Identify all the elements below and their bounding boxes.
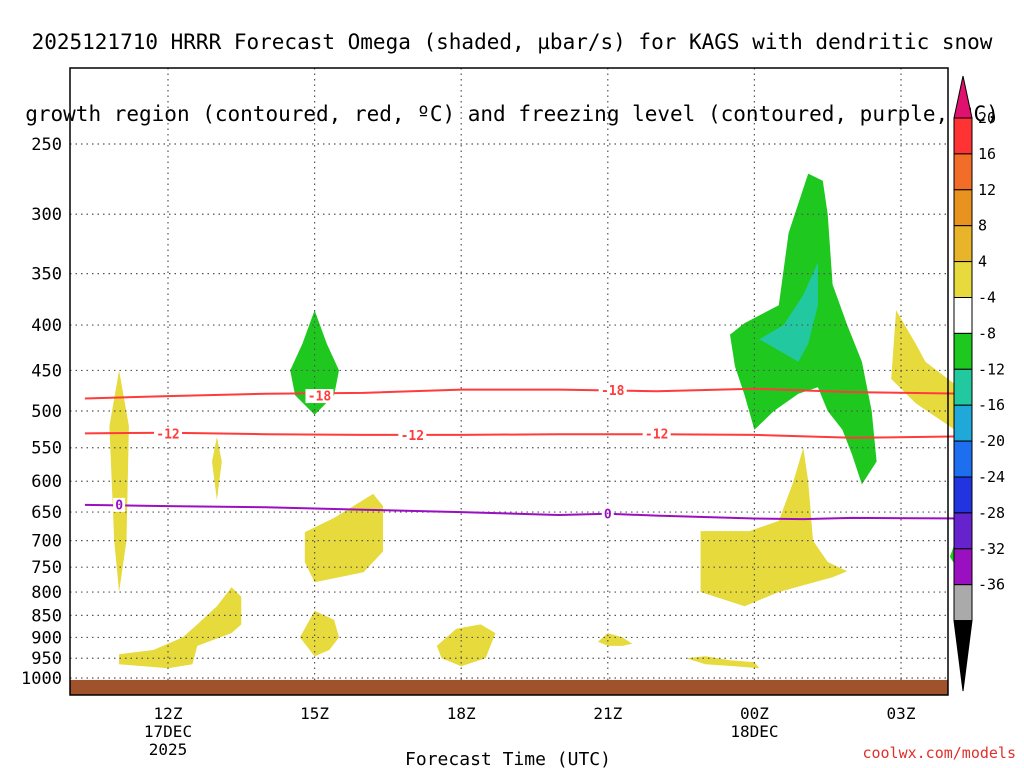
- omega-region-9: [700, 447, 848, 607]
- surface-ground-bar: [70, 679, 948, 695]
- omega-region-2: [212, 437, 222, 500]
- colorbar-label-1: 20: [978, 109, 996, 127]
- omega-region-7: [598, 633, 633, 646]
- y-tick-700: 700: [31, 532, 62, 552]
- colorbar-label-13: -32: [978, 540, 1005, 558]
- omega-region-6: [436, 624, 496, 667]
- colorbar-swatch-14: [953, 584, 973, 622]
- y-tick-850: 850: [31, 606, 62, 626]
- colorbar-swatch-12: [953, 512, 973, 550]
- colorbar-swatch-1: [953, 117, 973, 155]
- y-tick-950: 950: [31, 649, 62, 669]
- omega-region-10: [891, 310, 970, 445]
- y-tick-250: 250: [31, 135, 62, 155]
- contour-line-2: [84, 431, 970, 439]
- colorbar-swatch-6: [953, 297, 973, 334]
- contour-label-1-1: -18: [308, 390, 332, 405]
- chart-title: 2025121710 HRRR Forecast Omega (shaded, …: [0, 6, 1024, 126]
- colorbar-swatch-11: [953, 476, 973, 514]
- colorbar-label-5: 4: [978, 253, 987, 271]
- contour-label-bg: [601, 506, 614, 521]
- y-tick-650: 650: [31, 503, 62, 523]
- contour-line-3: [84, 503, 970, 521]
- colorbar-swatch-5: [953, 261, 973, 299]
- y-tick-750: 750: [31, 558, 62, 578]
- colorbar-label-12: -28: [978, 504, 1005, 522]
- colorbar-label-3: 12: [978, 181, 996, 199]
- contour-label-bg: [113, 497, 126, 512]
- colorbar-label-4: 8: [978, 217, 987, 235]
- contour-label-1-2: -18: [601, 384, 625, 399]
- contour-label-3-1: 0: [115, 498, 123, 513]
- colorbar-label-14: -36: [978, 576, 1005, 594]
- y-tick-350: 350: [31, 265, 62, 285]
- y-tick-400: 400: [31, 316, 62, 336]
- colorbar-swatch-13: [953, 548, 973, 586]
- colorbar-swatch-4: [953, 225, 973, 263]
- colorbar-label-2: 16: [978, 145, 996, 163]
- shaded-omega-regions: [109, 173, 970, 669]
- colorbar-top-arrow: [953, 75, 973, 119]
- y-tick-600: 600: [31, 472, 62, 492]
- omega-region-5: [299, 610, 339, 657]
- colorbar-swatch-9: [953, 404, 973, 442]
- contour-label-bg: [305, 389, 334, 404]
- colorbar-label-6: -4: [978, 289, 996, 307]
- colorbar-swatch-7: [953, 332, 973, 370]
- y-tick-300: 300: [31, 205, 62, 225]
- contour-label-3-2: 0: [604, 507, 612, 522]
- x-tick-15Z: 15Z: [300, 704, 329, 723]
- colorbar-label-7: -8: [978, 324, 996, 342]
- colorbar-swatch-3: [953, 189, 973, 227]
- x-tick-21Z: 21Z: [593, 704, 622, 723]
- colorbar-swatch-2: [953, 153, 973, 191]
- x-tick-00Z: 00Z: [740, 704, 769, 723]
- x-tick-18Z: 18Z: [447, 704, 476, 723]
- omega-region-8: [686, 656, 760, 669]
- colorbar-legend: 20 16 12 8 4 -4 -8 -12 -16 -20 -24 -28 -32 -36: [953, 75, 1005, 692]
- x-tick-03Z: 03Z: [887, 704, 916, 723]
- colorbar-label-9: -16: [978, 396, 1005, 414]
- omega-region-11: [290, 310, 339, 415]
- contour-label-bg: [154, 427, 182, 442]
- grid-lines: [70, 68, 948, 695]
- colorbar-bottom-arrow: [953, 620, 973, 692]
- omega-region-13: [759, 262, 818, 362]
- x-tick-sub-label: 17DEC: [144, 722, 192, 741]
- plot-frame: [69, 67, 949, 696]
- y-tick-900: 900: [31, 628, 62, 648]
- contour-label-bg: [598, 383, 627, 398]
- x-axis-title: Forecast Time (UTC): [405, 749, 611, 768]
- contour-label-2-2: -12: [401, 429, 424, 444]
- omega-region-3: [119, 587, 242, 669]
- y-tick-550: 550: [31, 439, 62, 459]
- contour-label-bg: [398, 428, 427, 443]
- chart-title-line-1: 2025121710 HRRR Forecast Omega (shaded, …: [31, 30, 993, 54]
- omega-region-4: [304, 493, 383, 583]
- contour-label-2-1: -12: [156, 428, 179, 443]
- y-tick-800: 800: [31, 583, 62, 603]
- contour-line-1: [84, 387, 970, 400]
- colorbar-label-10: -20: [978, 432, 1005, 450]
- y-tick-1000: 1000: [21, 669, 62, 689]
- x-tick-sub-label: 18DEC: [730, 722, 778, 741]
- x-tick-sub-label: 2025: [149, 740, 188, 759]
- y-tick-450: 450: [31, 361, 62, 381]
- x-tick-12Z: 12Z: [154, 704, 183, 723]
- temperature-contours: -18 -18 -12 -12 -12 0 0: [84, 383, 970, 522]
- colorbar-label-8: -12: [978, 360, 1005, 378]
- contour-label-bg: [642, 427, 671, 442]
- contour-label-2-3: -12: [645, 428, 668, 443]
- colorbar-label-11: -24: [978, 468, 1005, 486]
- chart-title-line-2: growth region (contoured, red, ºC) and f…: [25, 102, 999, 126]
- omega-region-1: [109, 370, 129, 592]
- source-credit: coolwx.com/models: [862, 744, 1016, 762]
- y-tick-500: 500: [31, 402, 62, 422]
- y-axis-pressure-labels: 2503003504004505005506006507007508008509…: [21, 135, 62, 689]
- colorbar-swatch-8: [953, 368, 973, 406]
- colorbar-swatch-10: [953, 440, 973, 478]
